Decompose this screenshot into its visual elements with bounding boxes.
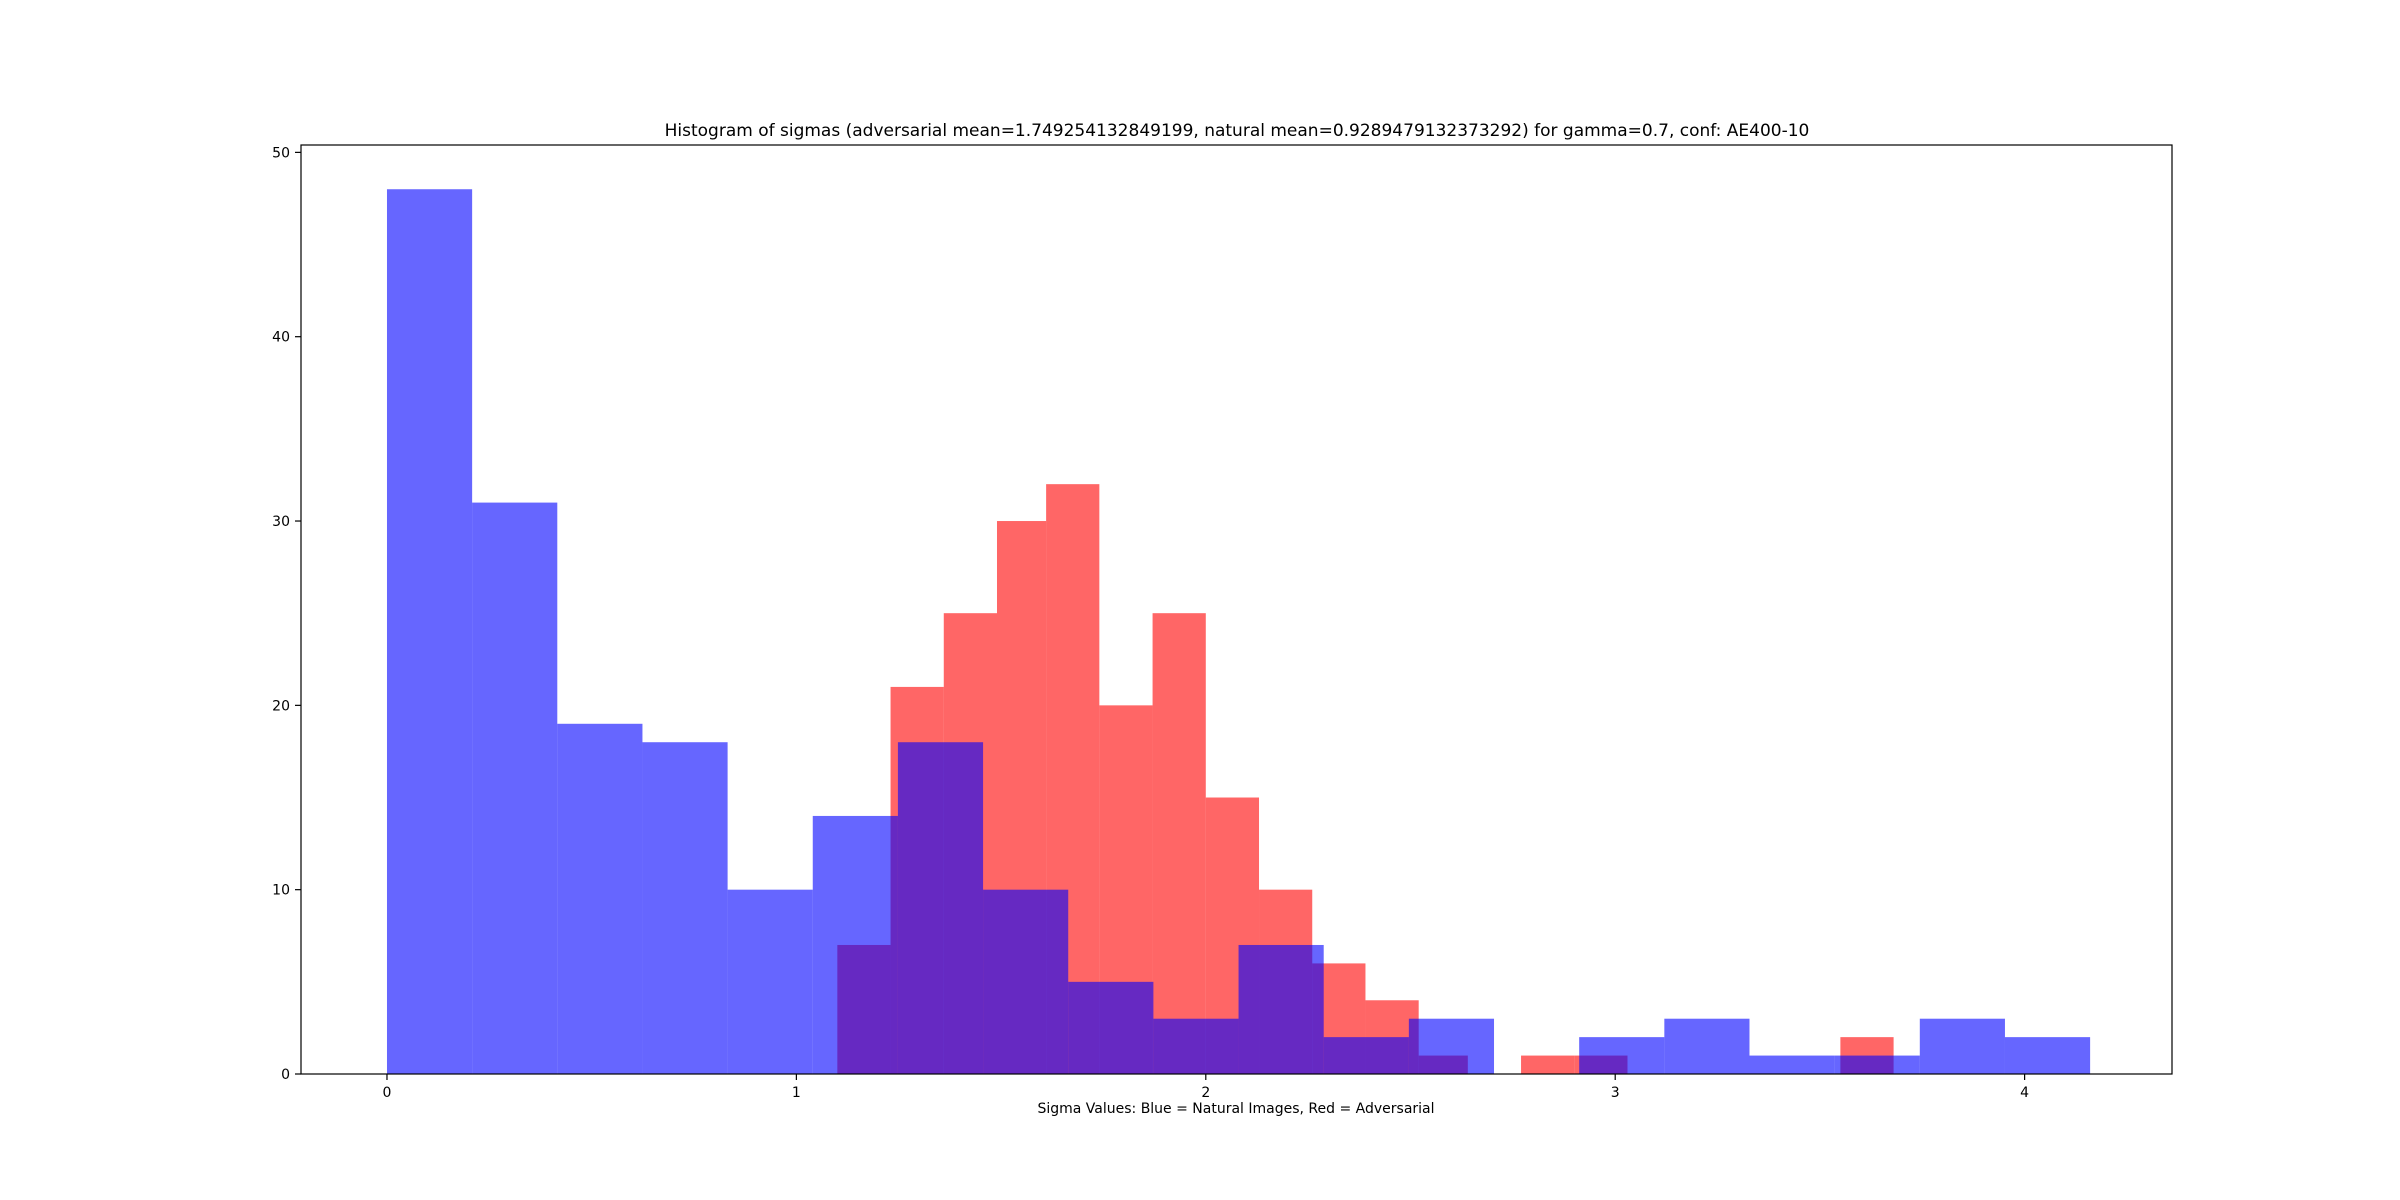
natural-bar: [1664, 1018, 1750, 1074]
natural-bar: [727, 889, 813, 1074]
plot-frame: [300, 144, 2173, 1075]
chart-title: Histogram of sigmas (adversarial mean=1.…: [665, 121, 1810, 141]
y-tick-label: 40: [272, 330, 290, 346]
adversarial-bar: [1152, 613, 1206, 1074]
natural-bar: [557, 723, 643, 1074]
natural-bar: [1579, 1037, 1665, 1074]
y-tick-label: 20: [272, 698, 290, 714]
y-tick-label: 10: [272, 883, 290, 899]
natural-bar: [983, 889, 1069, 1074]
x-tick-label: 4: [2020, 1085, 2029, 1101]
x-tick-label: 0: [383, 1085, 392, 1101]
x-tick-label: 3: [1611, 1085, 1620, 1101]
natural-bar: [386, 189, 473, 1074]
natural-bar: [1153, 1018, 1239, 1074]
natural-bar: [1408, 1018, 1495, 1074]
natural-bar: [1068, 981, 1154, 1074]
natural-bar: [1749, 1055, 1835, 1074]
natural-bar: [1238, 944, 1324, 1074]
natural-bar: [812, 815, 898, 1074]
natural-bar: [472, 502, 558, 1074]
natural-bar: [1919, 1018, 2005, 1074]
histogram-bars: [386, 189, 2091, 1075]
natural-bar: [1323, 1037, 1409, 1074]
adversarial-bar: [1521, 1055, 1575, 1074]
natural-bar: [2004, 1037, 2091, 1074]
x-tick-label: 1: [792, 1085, 801, 1101]
x-axis-label: Sigma Values: Blue = Natural Images, Red…: [1037, 1101, 1434, 1117]
y-tick-label: 50: [272, 145, 290, 161]
y-tick-label: 30: [272, 514, 290, 530]
y-tick-label: 0: [281, 1067, 290, 1083]
natural-bar: [1834, 1055, 1920, 1074]
x-tick-label: 2: [1201, 1085, 1210, 1101]
natural-bar: [897, 742, 984, 1074]
natural-bar: [642, 742, 728, 1074]
